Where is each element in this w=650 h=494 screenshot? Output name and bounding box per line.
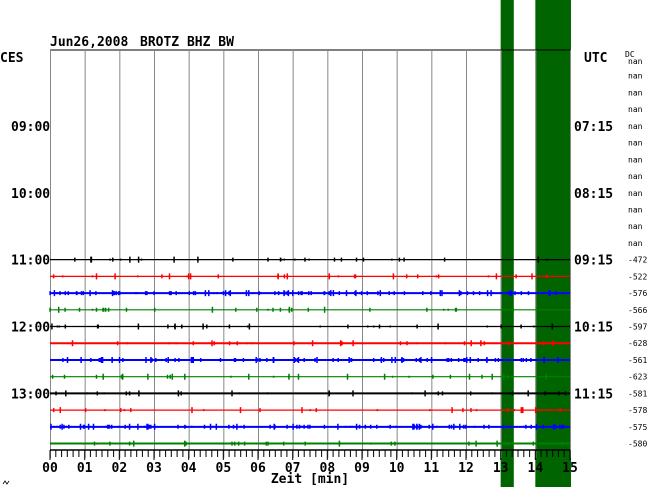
dc-value: -561 (628, 356, 647, 365)
x-tick-label: 08 (320, 461, 336, 476)
trace-noise (62, 357, 560, 363)
x-tick-label: 03 (146, 461, 162, 476)
dc-value: nan (628, 57, 643, 66)
x-tick-label: 11 (424, 461, 440, 476)
x-tick-label: 05 (216, 461, 232, 476)
dc-value: -566 (628, 306, 647, 315)
chart-date: Jun26,2008 (50, 35, 128, 50)
dc-value: -575 (628, 423, 647, 432)
x-tick-label: 06 (250, 461, 266, 476)
dc-value: -597 (628, 323, 647, 332)
dc-value: -628 (628, 339, 647, 348)
dc-value: nan (628, 205, 643, 214)
station-label: BROTZ BHZ BW (140, 35, 234, 50)
left-hour-label: 13:00 (11, 387, 50, 402)
right-hour-label: 10:15 (574, 321, 613, 336)
trace-noise (49, 306, 514, 313)
left-hour-label: 09:00 (11, 120, 50, 135)
dc-value: nan (628, 139, 643, 148)
dc-value: nan (628, 239, 643, 248)
x-tick-label: 14 (528, 461, 544, 476)
trace-noise (83, 440, 564, 447)
right-hour-label: 08:15 (574, 187, 613, 202)
dc-value: nan (628, 222, 643, 231)
right-hour-label: 09:15 (574, 254, 613, 269)
x-tick-label: 02 (112, 461, 128, 476)
x-tick-label: 13 (493, 461, 509, 476)
x-axis-ticks (49, 450, 571, 460)
x-axis-label: Zeit [min] (271, 472, 349, 487)
trace-noise (71, 340, 567, 347)
dc-value: nan (628, 88, 643, 97)
x-tick-label: 00 (42, 461, 58, 476)
x-tick-label: 10 (389, 461, 405, 476)
left-hour-label: 12:00 (11, 321, 50, 336)
dc-value: nan (628, 105, 643, 114)
trace-noise (52, 273, 548, 280)
right-hour-label: 11:15 (574, 387, 613, 402)
x-tick-label: 15 (562, 461, 578, 476)
highlight-band (535, 0, 571, 487)
dc-header: DC (625, 50, 635, 59)
dc-value: nan (628, 72, 643, 81)
right-timezone-label: UTC (584, 51, 607, 66)
right-hour-label: 07:15 (574, 120, 613, 135)
dc-value: nan (628, 155, 643, 164)
dc-value: -472 (628, 256, 647, 265)
left-timezone-label: CES (0, 51, 24, 66)
x-tick-label: 12 (458, 461, 474, 476)
logo-icon (2, 480, 10, 485)
highlight-band (500, 0, 514, 487)
trace-noise (49, 290, 557, 297)
dc-value: -580 (628, 440, 647, 449)
dc-value: -623 (628, 373, 647, 382)
dc-value: nan (628, 189, 643, 198)
trace-noise (74, 256, 548, 263)
x-tick-label: 09 (354, 461, 370, 476)
dc-value: nan (628, 122, 643, 131)
dc-value: nan (628, 172, 643, 181)
x-tick-label: 07 (285, 461, 301, 476)
left-hour-label: 10:00 (11, 187, 50, 202)
dc-value: -581 (628, 389, 647, 398)
trace-noise (51, 323, 554, 330)
dc-value: -576 (628, 289, 647, 298)
trace-noise (50, 423, 565, 430)
dc-value: -578 (628, 406, 647, 415)
trace-noise (52, 407, 561, 414)
trace-noise (51, 373, 565, 380)
dc-value: -522 (628, 272, 647, 281)
trace-noise (55, 390, 567, 397)
x-tick-label: 01 (77, 461, 93, 476)
x-tick-label: 04 (181, 461, 197, 476)
left-hour-label: 11:00 (11, 254, 50, 269)
